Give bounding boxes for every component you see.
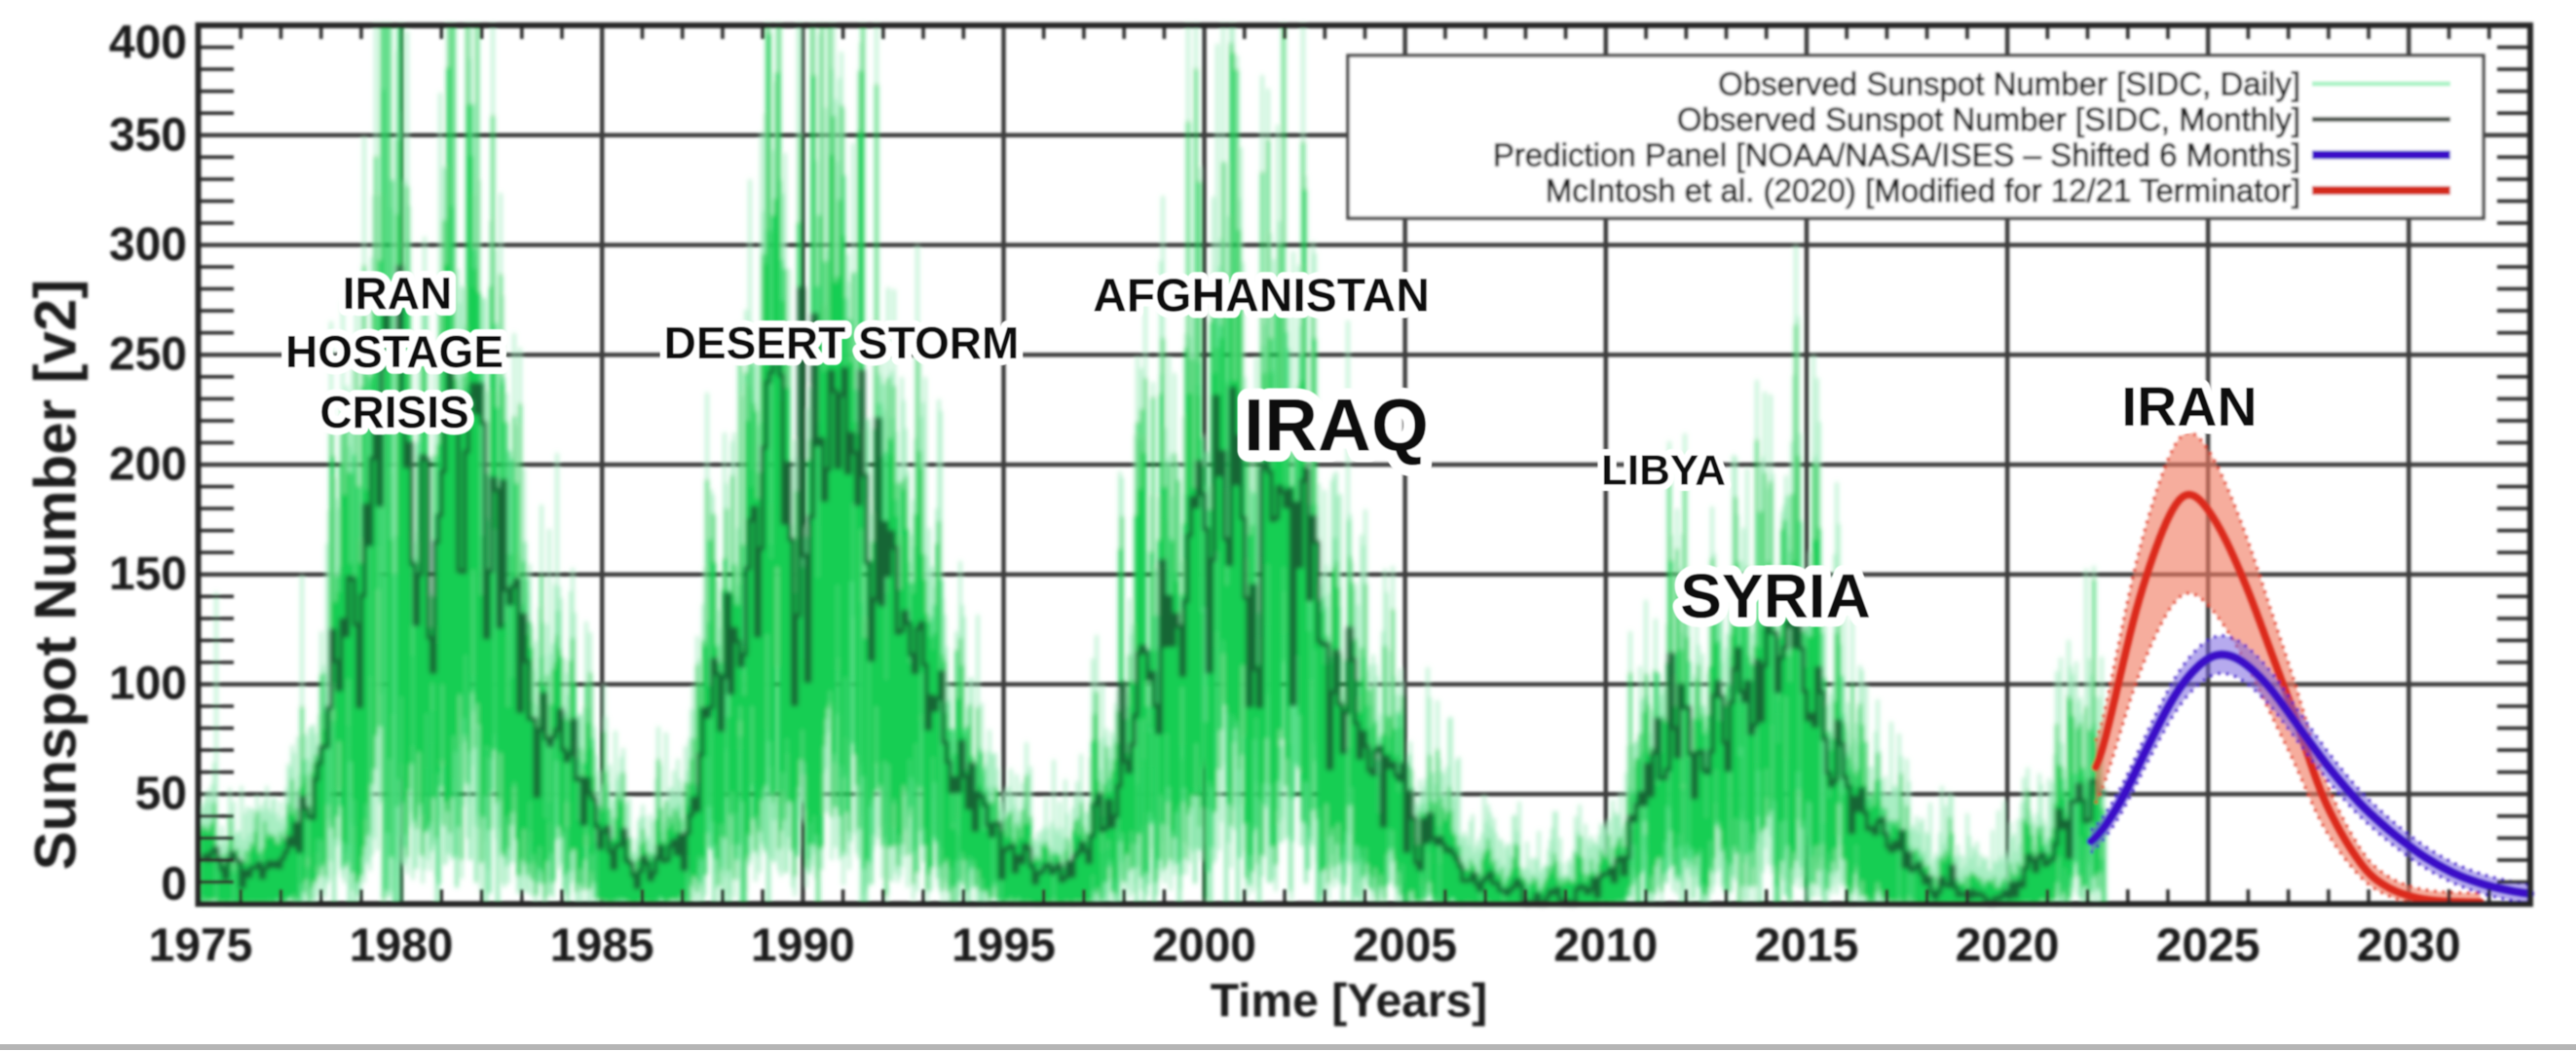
svg-text:2000: 2000: [1152, 920, 1256, 972]
svg-text:2025: 2025: [2156, 920, 2260, 972]
svg-text:1975: 1975: [149, 920, 253, 972]
svg-text:1985: 1985: [550, 920, 654, 972]
svg-text:IRAN: IRAN: [2121, 376, 2257, 438]
svg-text:350: 350: [109, 110, 187, 162]
svg-text:HOSTAGE: HOSTAGE: [285, 326, 504, 377]
svg-text:2020: 2020: [1956, 920, 2060, 972]
svg-text:Prediction Panel [NOAA/NASA/IS: Prediction Panel [NOAA/NASA/ISES – Shift…: [1493, 137, 2300, 173]
svg-text:SYRIA: SYRIA: [1680, 561, 1871, 631]
svg-text:Time [Years]: Time [Years]: [1211, 976, 1488, 1028]
svg-text:2005: 2005: [1353, 920, 1457, 972]
svg-text:2010: 2010: [1553, 920, 1658, 972]
svg-text:McIntosh et al. (2020) [Modifi: McIntosh et al. (2020) [Modified for 12/…: [1546, 172, 2300, 208]
svg-text:250: 250: [109, 329, 187, 381]
svg-text:2030: 2030: [2357, 920, 2461, 972]
svg-text:100: 100: [109, 658, 187, 710]
svg-text:CRISIS: CRISIS: [319, 387, 468, 437]
svg-text:1980: 1980: [350, 920, 454, 972]
svg-text:IRAN: IRAN: [343, 268, 452, 319]
svg-text:150: 150: [109, 548, 187, 600]
svg-text:50: 50: [135, 769, 187, 820]
svg-text:DESERT STORM: DESERT STORM: [664, 318, 1020, 368]
svg-text:Sunspot Number [v2]: Sunspot Number [v2]: [23, 280, 89, 871]
svg-text:AFGHANISTAN: AFGHANISTAN: [1093, 271, 1430, 322]
svg-text:IRAQ: IRAQ: [1244, 385, 1429, 468]
svg-text:300: 300: [109, 219, 187, 271]
svg-text:LIBYA: LIBYA: [1601, 447, 1726, 495]
svg-text:1995: 1995: [952, 920, 1056, 972]
svg-text:400: 400: [109, 18, 187, 69]
svg-text:Observed Sunspot Number [SIDC,: Observed Sunspot Number [SIDC, Monthly]: [1677, 101, 2300, 137]
svg-text:Observed Sunspot Number [SIDC,: Observed Sunspot Number [SIDC, Daily]: [1718, 66, 2300, 102]
svg-text:0: 0: [161, 859, 187, 911]
svg-text:1990: 1990: [751, 920, 855, 972]
svg-text:2015: 2015: [1755, 920, 1859, 972]
svg-text:200: 200: [109, 439, 187, 491]
